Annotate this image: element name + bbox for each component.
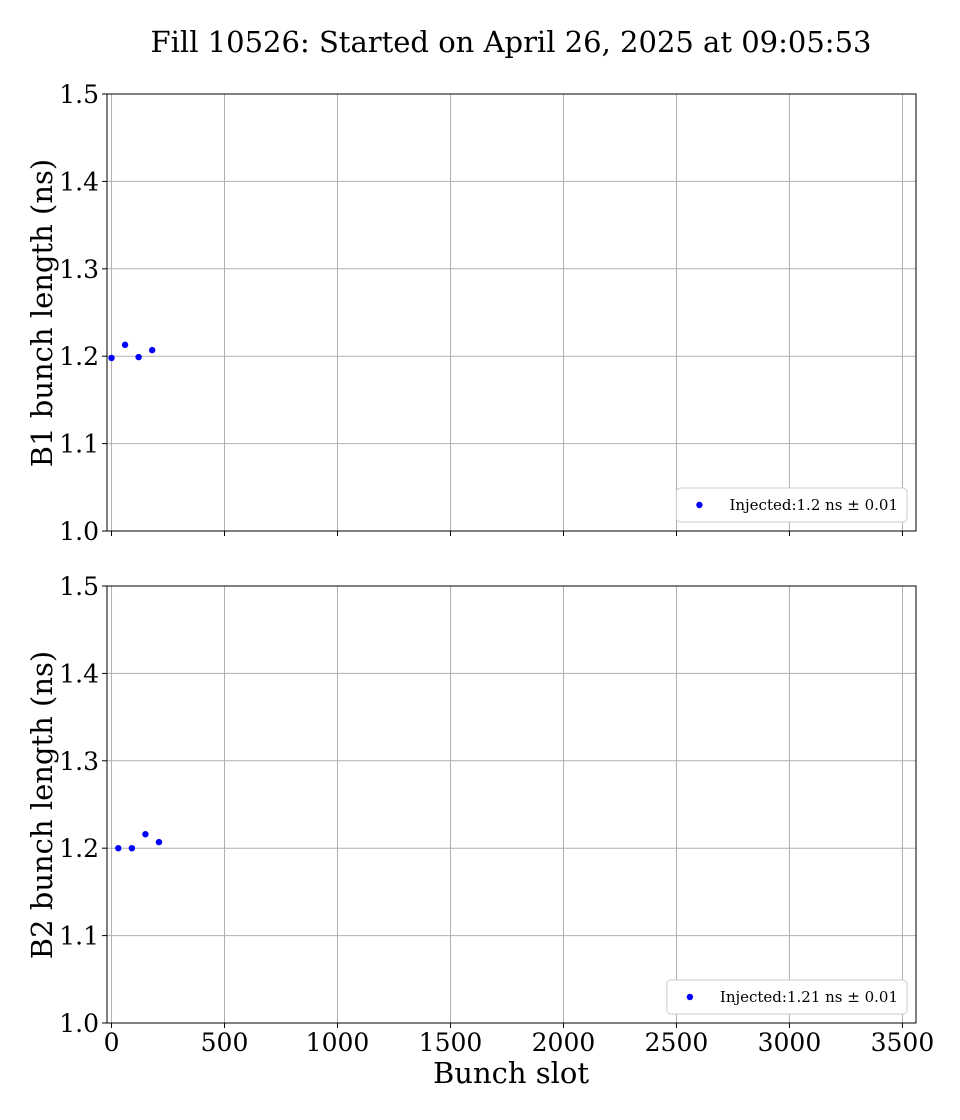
legend: Injected:1.2 ns ± 0.01 [675, 487, 908, 523]
legend-marker [686, 993, 694, 1001]
data-point [121, 341, 129, 349]
legend-box [675, 487, 908, 523]
y-axis-label: B1 bunch length (ns) [25, 159, 59, 467]
x-tick-label: 3500 [871, 1028, 935, 1057]
x-tick-label: 1500 [419, 1028, 483, 1057]
y-tick-label: 1.5 [59, 572, 99, 601]
b1-panel: 1.0 1.1 1.2 1.3 1.4 1.5 B1 bunch length (ns) In… [25, 80, 917, 546]
x-tick-label: 0 [104, 1028, 120, 1057]
x-tick-label: 2000 [532, 1028, 596, 1057]
data-point [128, 845, 136, 852]
legend-label: Injected:1.2 ns ± 0.01 [729, 496, 898, 514]
data-point [115, 845, 122, 852]
y-tick-label: 1.0 [59, 1009, 99, 1038]
data-point [108, 354, 115, 362]
data-point [142, 831, 149, 838]
legend-box [666, 979, 908, 1015]
y-tick-label: 1.2 [59, 342, 99, 371]
x-tick-label: 500 [201, 1028, 249, 1057]
y-tick-label: 1.4 [59, 167, 99, 196]
y-tick-label: 1.5 [59, 80, 99, 109]
y-tick-label: 1.3 [59, 255, 99, 284]
y-tick-label: 1.1 [59, 922, 99, 951]
x-tick-label: 2500 [645, 1028, 709, 1057]
y-tick-label: 1.0 [59, 517, 99, 546]
data-point [135, 353, 142, 361]
b2-panel: 0 500 1000 1500 2000 2500 3000 3500 1.0 1.1 1.2 1.3… [25, 572, 934, 1057]
legend-marker [696, 501, 703, 509]
y-tick-label: 1.3 [59, 747, 99, 776]
y-tick-label: 1.2 [59, 834, 99, 863]
legend-label: Injected:1.21 ns ± 0.01 [720, 988, 898, 1006]
x-tick-label: 3000 [758, 1028, 822, 1057]
data-point [148, 346, 156, 354]
y-tick-label: 1.1 [59, 430, 99, 459]
chart-title: Fill 10526: Started on April 26, 2025 at… [151, 25, 872, 59]
x-tick-label: 1000 [306, 1028, 370, 1057]
y-tick-label: 1.4 [59, 659, 99, 688]
x-axis-label: Bunch slot [433, 1056, 589, 1090]
data-point [155, 838, 163, 846]
plot-frame [106, 93, 917, 532]
plot-frame [106, 585, 917, 1024]
legend: Injected:1.21 ns ± 0.01 [666, 979, 908, 1015]
y-axis-label: B2 bunch length (ns) [25, 651, 59, 959]
